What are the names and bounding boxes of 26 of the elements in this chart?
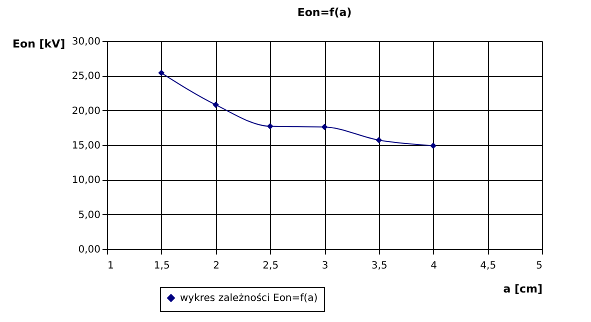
point [158,70,165,76]
y-axis-title: Eon [kV] [12,38,66,50]
point [266,123,274,130]
x-tick-label: 1 [108,260,114,272]
x-tick-label: 1,5 [154,260,170,272]
y-tick-label: 10,00 [72,175,100,186]
x-tick-label: 2 [213,260,220,272]
x-tick-label: 5 [536,260,542,272]
x-tick-label: 4 [430,260,437,272]
y-tick-label: 20,00 [72,106,100,117]
y-tick-label: 0,00 [78,244,100,256]
legend-label: wykres zależności Eon=f(a) [180,292,318,304]
y-tick-label: 15,00 [72,140,100,152]
point [430,142,436,149]
point [212,102,219,108]
y-tick-label: 25,00 [72,71,100,82]
x-tick-label: 4,5 [480,260,496,272]
point [376,136,382,144]
chart-title: Eon=f(a) [297,6,352,19]
x-tick-label: 3 [322,260,328,272]
x-axis-title: a [cm] [503,282,542,296]
point [321,124,328,130]
y-tick-label: 30,00 [72,36,100,48]
x-tick-label: 3,5 [371,260,388,272]
y-tick-label: 5,00 [78,210,100,221]
x-tick-label: 2,5 [262,260,279,272]
